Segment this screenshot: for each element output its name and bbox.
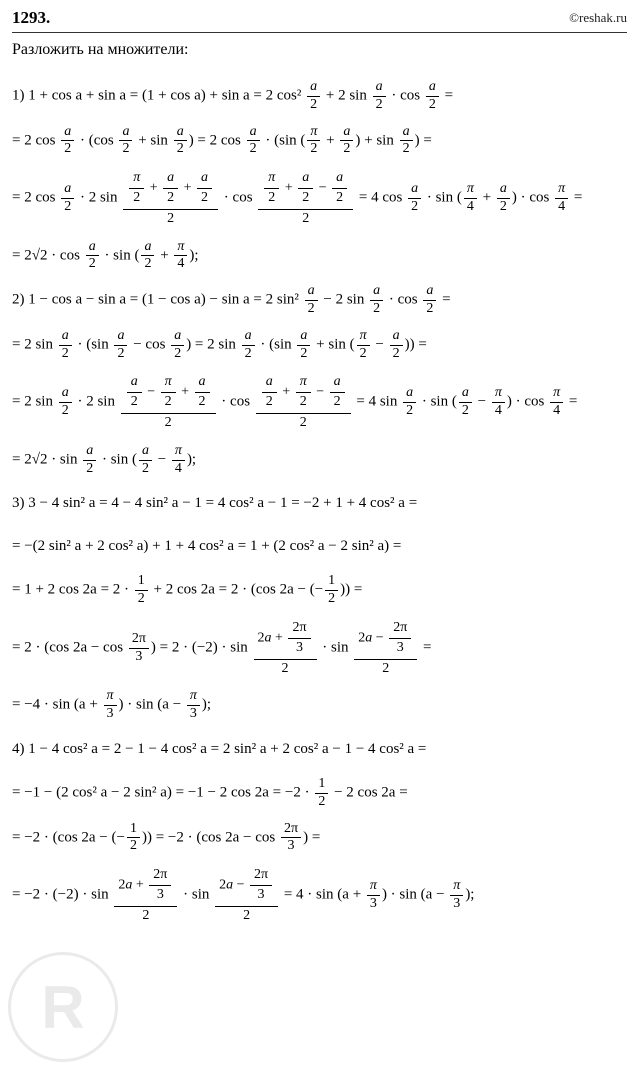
solution-line: 3) 3 − 4 sin² a = 4 − 4 sin² a − 1 = 4 c…	[12, 487, 627, 520]
solution-line: = −(2 sin² a + 2 cos² a) + 1 + 4 cos² a …	[12, 530, 627, 563]
solution-line: = −2 · (−2) · sin 2a + 2π32 · sin 2a − 2…	[12, 865, 627, 925]
problem-number: 1293.	[12, 8, 50, 28]
solution-line: = 2 cos a2 · (cos a2 + sin a2) = 2 cos a…	[12, 124, 627, 159]
watermark-icon: R	[8, 952, 118, 1062]
solution-line: = 2 cos a2 · 2 sin π2 + a2 + a22 · cos π…	[12, 168, 627, 228]
solution-line: = 2 sin a2 · (sin a2 − cos a2) = 2 sin a…	[12, 328, 627, 363]
site-credit: ©reshak.ru	[569, 10, 627, 26]
solution-line: = 2√2 · sin a2 · sin (a2 − π4);	[12, 443, 627, 478]
solution-line: 1) 1 + cos a + sin a = (1 + cos a) + sin…	[12, 79, 627, 114]
solution-line: 2) 1 − cos a − sin a = (1 − cos a) − sin…	[12, 283, 627, 318]
solution-line: = −4 · sin (a + π3) · sin (a − π3);	[12, 688, 627, 723]
solution-line: = 2√2 · cos a2 · sin (a2 + π4);	[12, 239, 627, 274]
solution-line: = 2 · (cos 2a − cos 2π3) = 2 · (−2) · si…	[12, 618, 627, 678]
solution-line: = −1 − (2 cos² a − 2 sin² a) = −1 − 2 co…	[12, 776, 627, 811]
solution-line: = 1 + 2 cos 2a = 2 · 12 + 2 cos 2a = 2 ·…	[12, 573, 627, 608]
instruction-text: Разложить на множители:	[12, 41, 627, 59]
solution-line: = 2 sin a2 · 2 sin a2 − π2 + a22 · cos a…	[12, 372, 627, 432]
solution-line: = −2 · (cos 2a − (−12)) = −2 · (cos 2a −…	[12, 821, 627, 856]
page-header: 1293. ©reshak.ru	[12, 8, 627, 33]
solution-line: 4) 1 − 4 cos² a = 2 − 1 − 4 cos² a = 2 s…	[12, 733, 627, 766]
